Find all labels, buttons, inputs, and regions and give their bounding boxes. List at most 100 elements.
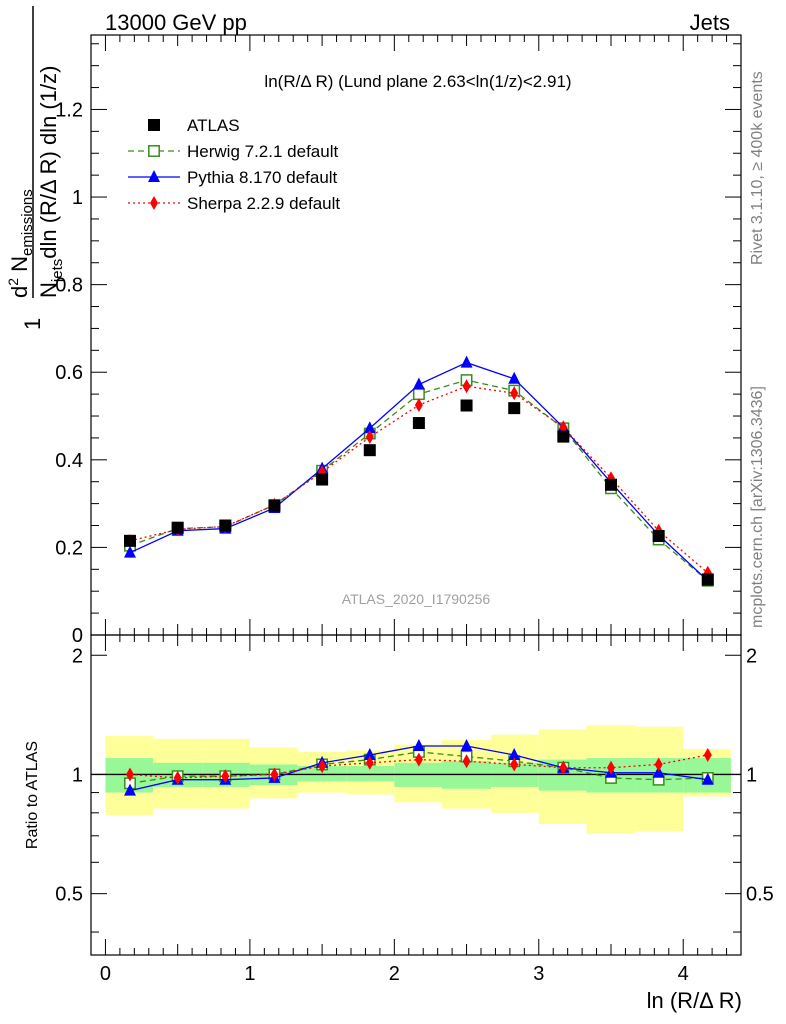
marker-diamond <box>703 747 712 762</box>
marker-square <box>124 534 136 547</box>
ratio-series-layer <box>124 738 714 796</box>
marker-triangle <box>701 772 714 785</box>
marker-diamond <box>462 379 471 394</box>
marker-square <box>701 573 714 586</box>
series-atlas <box>124 399 714 586</box>
x-tick-label: 3 <box>533 963 544 985</box>
svg-text:1: 1 <box>20 318 45 330</box>
header-right: Jets <box>690 10 730 35</box>
marker-square <box>219 519 232 532</box>
marker-square <box>412 417 425 430</box>
svg-text:Njetsdln (R/Δ R) dln (1/z): Njetsdln (R/Δ R) dln (1/z) <box>36 66 66 298</box>
ylabel-num-d: d <box>7 286 32 298</box>
marker-square <box>460 399 473 412</box>
ylabel-njets-sub: jets <box>49 259 66 283</box>
marker-diamond <box>365 755 374 770</box>
axes-layer: 0 1 2 3 4 0 0.2 0.4 0.6 0.8 1 1.2 0.5 0.5 1 1 2 2 <box>55 34 774 985</box>
marker-triangle <box>508 747 521 760</box>
marker-triangle <box>124 545 136 558</box>
marker-square <box>148 119 160 131</box>
legend-label: ATLAS <box>187 116 240 135</box>
y-tick-label: 0.2 <box>55 537 83 559</box>
legend-entry: Sherpa 2.2.9 default <box>128 194 340 213</box>
legend-label: Sherpa 2.2.9 default <box>187 194 340 213</box>
marker-diamond <box>173 770 182 785</box>
marker-square <box>316 473 329 486</box>
x-tick-label: 1 <box>244 963 255 985</box>
marker-diamond <box>414 398 423 413</box>
y-tick-label: 0 <box>72 625 83 647</box>
ratio-y-tick-label-left: 1 <box>72 764 83 786</box>
y-tick-label: 0.8 <box>55 275 83 297</box>
marker-diamond <box>150 196 158 210</box>
marker-triangle <box>124 783 136 796</box>
mcplots-label: mcplots.cern.ch [arXiv:1306.3436] <box>749 386 766 628</box>
marker-triangle <box>508 371 521 384</box>
y-tick-label: 1 <box>72 187 83 209</box>
rivet-label-group: Rivet 3.1.10, ≥ 400k events <box>749 71 766 265</box>
marker-square <box>557 430 570 443</box>
series-sherpa <box>126 379 712 580</box>
marker-triangle <box>363 747 376 760</box>
ratio-y-tick-label-right: 1 <box>746 764 757 786</box>
band-inner-bin <box>346 766 395 782</box>
x-axis-label: ln (R/Δ R) <box>647 988 742 1013</box>
ratio-y-axis-label: Ratio to ATLAS <box>24 741 41 849</box>
marker-diamond <box>607 760 615 775</box>
legend-entry: ATLAS <box>148 116 240 135</box>
marker-diamond <box>654 757 663 772</box>
marker-square <box>171 521 184 534</box>
ratio-y-tick-label-right: 2 <box>746 645 757 667</box>
marker-triangle <box>652 765 665 778</box>
marker-diamond <box>126 767 134 782</box>
y-tick-label: 1.2 <box>55 99 83 121</box>
marker-triangle <box>148 170 160 182</box>
legend-label: Pythia 8.170 default <box>187 168 338 187</box>
legend-entry: Herwig 7.2.1 default <box>128 142 338 161</box>
marker-triangle <box>460 355 473 368</box>
marker-open-square <box>412 388 425 401</box>
ratio-y-tick-label-left: 0.5 <box>55 884 83 906</box>
header-left: 13000 GeV pp <box>105 10 247 35</box>
legend: ATLAS Herwig 7.2.1 default Pythia 8.170 de… <box>128 116 340 213</box>
ylabel-num-sub: emissions <box>19 189 36 256</box>
marker-open-square <box>148 145 160 157</box>
marker-triangle <box>460 738 473 751</box>
main-y-axis-label-fraction: d2 Nemissions Njetsdln (R/Δ R) dln (1/z) <box>5 6 66 298</box>
ylabel-num-sup: 2 <box>5 278 21 286</box>
ratio-y-axis-label-group: Ratio to ATLAS <box>24 741 41 849</box>
ylabel-njets: N <box>36 282 61 298</box>
y-tick-label: 0.4 <box>55 450 83 472</box>
marker-square <box>652 530 665 543</box>
marker-square <box>268 499 281 512</box>
ylabel-prefix: 1 <box>20 318 45 330</box>
band-inner-bin <box>297 766 347 782</box>
ylabel-num-n: N <box>7 256 32 278</box>
marker-square <box>605 478 617 491</box>
watermark: ATLAS_2020_I1790256 <box>342 591 491 607</box>
mcplots-label-group: mcplots.cern.ch [arXiv:1306.3436] <box>749 386 766 628</box>
marker-triangle <box>363 421 376 434</box>
legend-entry: Pythia 8.170 default <box>128 168 338 187</box>
marker-diamond <box>221 769 230 784</box>
ylabel-den: dln (R/Δ R) dln (1/z) <box>36 66 61 259</box>
marker-triangle <box>412 738 425 751</box>
marker-diamond <box>510 757 519 772</box>
rivet-label: Rivet 3.1.10, ≥ 400k events <box>749 71 766 265</box>
marker-diamond <box>559 760 568 775</box>
legend-label: Herwig 7.2.1 default <box>187 142 338 161</box>
marker-square <box>508 402 521 415</box>
marker-triangle <box>412 377 425 390</box>
x-tick-label: 2 <box>389 963 400 985</box>
x-tick-label: 0 <box>100 963 111 985</box>
svg-text:d2 Nemissions: d2 Nemissions <box>5 189 36 298</box>
x-tick-label: 4 <box>678 963 689 985</box>
marker-diamond <box>414 752 423 767</box>
marker-diamond <box>462 754 471 769</box>
main-title: ln(R/Δ R) (Lund plane 2.63<ln(1/z)<2.91) <box>264 72 571 91</box>
ratio-frame <box>90 634 742 956</box>
marker-square <box>363 444 376 457</box>
main-y-axis-label: 1 <box>20 318 45 330</box>
ratio-y-tick-label-right: 0.5 <box>746 884 774 906</box>
